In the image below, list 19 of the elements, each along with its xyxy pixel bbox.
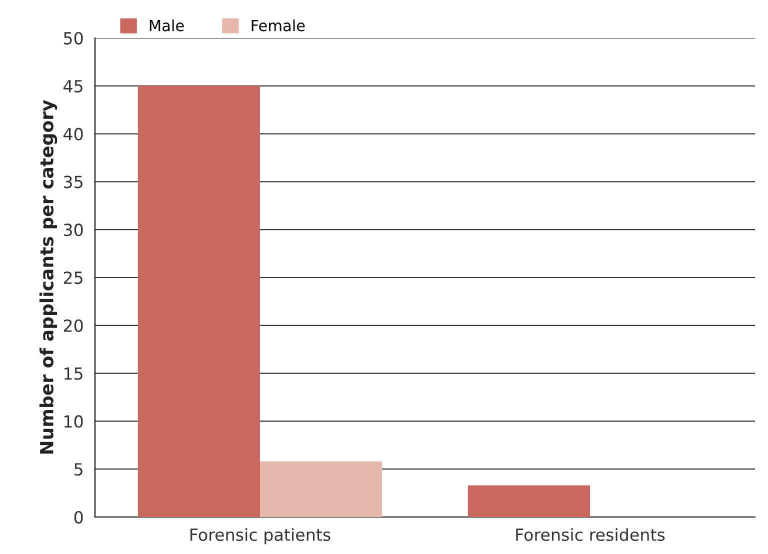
y-axis-title: Number of applicants per category [40,100,58,454]
legend-label: Female [252,20,305,32]
y-tick-label: 35 [64,176,82,188]
y-tick-label: 25 [64,271,82,284]
y-tick-label: 0 [74,510,83,524]
bar [260,461,382,517]
y-tick-label: 10 [64,415,83,428]
x-tick-label: Forensic patients [190,528,330,544]
y-tick-label: 50 [64,32,83,45]
bar [468,485,590,517]
bar [138,86,260,517]
x-tick-label: Forensic residents [516,528,665,542]
y-tick-label: 30 [64,224,83,236]
y-tick-label: 20 [64,319,83,332]
y-tick-label: 5 [74,463,82,476]
legend-label: Male [150,20,184,32]
y-tick-label: 40 [63,128,83,140]
y-tick-label: 45 [63,80,82,92]
y-tick-label: 15 [64,367,82,380]
